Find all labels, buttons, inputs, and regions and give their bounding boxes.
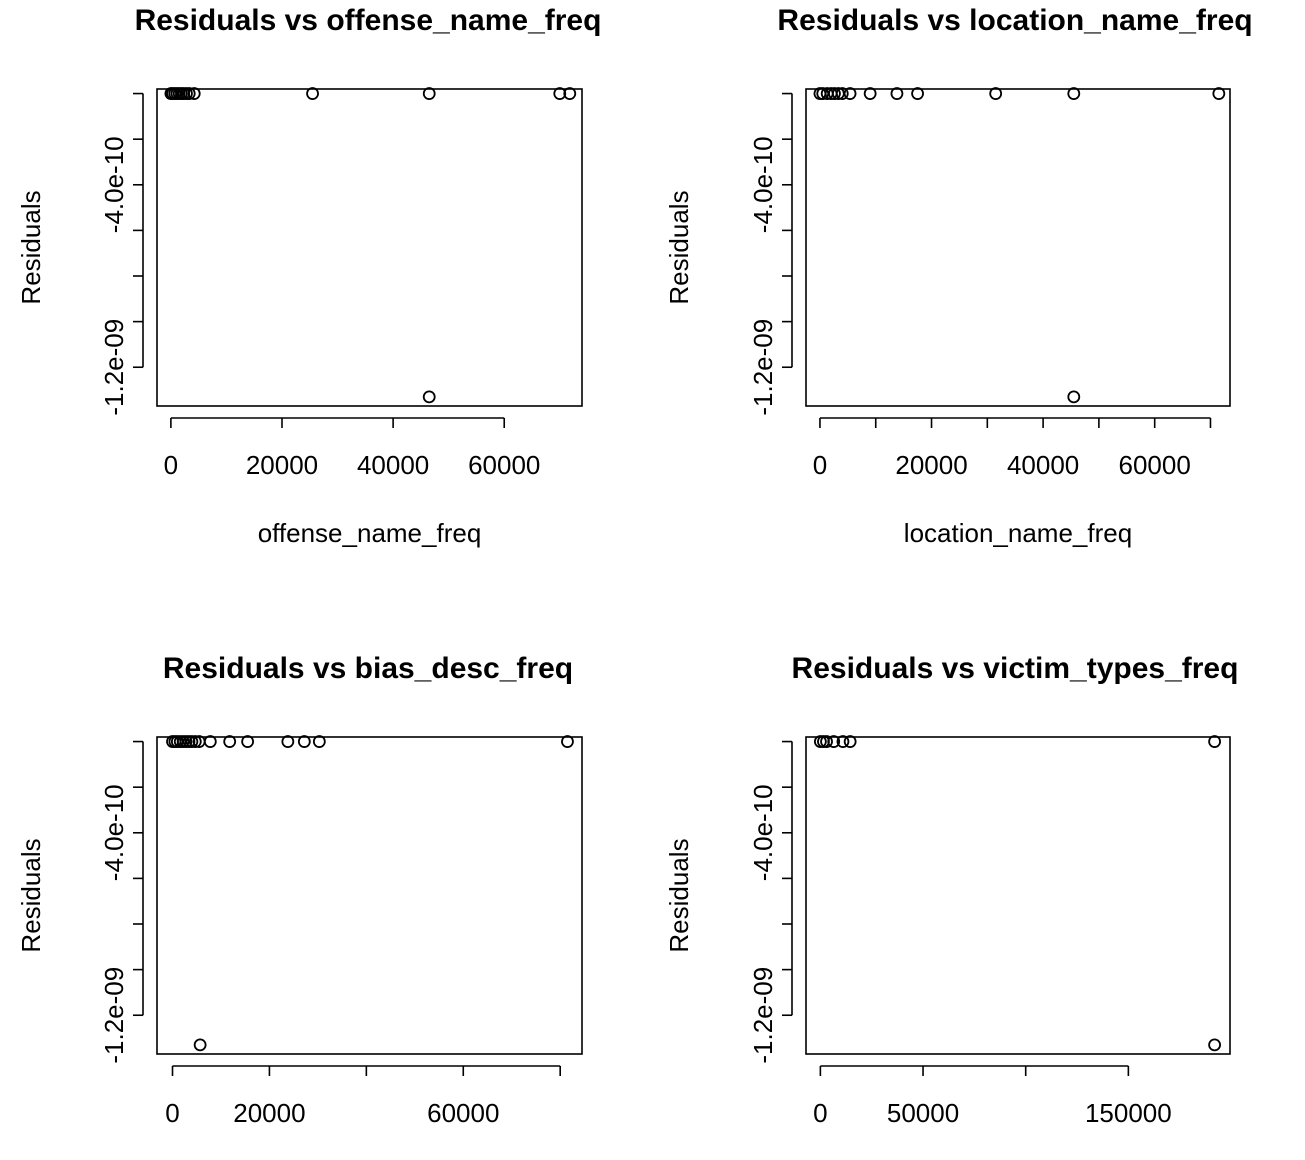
y-axis-label: Residuals [664,838,694,952]
x-tick-label: 50000 [887,1098,959,1128]
x-tick-label: 60000 [468,450,540,480]
y-tick-label: -4.0e-10 [99,136,129,233]
y-tick-label: -1.2e-09 [99,319,129,416]
chart-panel-2: Residuals vs location_name_freq 0 20000 400… [664,4,1253,548]
chart-panel-1: Residuals vs offense_name_freq 0 20000 4000… [16,4,601,548]
data-point [1067,87,1081,100]
data-point [836,735,850,748]
y-axis-label: Residuals [664,190,694,304]
data-point [1067,390,1081,404]
data-point [306,87,319,100]
x-axis-label: offense_name_freq [258,518,482,548]
chart-panel-4: Residuals vs victim_types_freq 0 50000 1500… [664,652,1238,1128]
data-point [828,87,841,100]
data-point [312,735,326,748]
x-tick-label: 20000 [233,1098,305,1128]
x-axis-label: location_name_freq [904,518,1132,548]
plot-frame [805,88,1231,407]
y-tick-label: -4.0e-10 [99,784,129,881]
chart-panel-3: Residuals vs bias_desc_freq 0 20000 60000 -4… [16,652,583,1128]
data-point [187,87,201,100]
data-point [563,87,577,100]
x-tick-label: 0 [813,1098,827,1128]
data-point [843,87,857,100]
data-point [911,87,924,100]
x-tick-label: 0 [164,450,178,480]
x-tick-label: 20000 [895,450,967,480]
data-point [1208,735,1222,748]
plot-frame [156,88,583,407]
y-axis-label: Residuals [16,190,46,304]
data-point [297,735,311,748]
data-point [989,87,1003,100]
x-tick-label: 0 [813,450,827,480]
data-point [553,87,567,100]
data-point [223,735,237,748]
data-point [241,735,255,748]
x-tick-label: 60000 [427,1098,499,1128]
data-point [1212,87,1226,100]
y-tick-label: -4.0e-10 [748,136,778,233]
chart-title: Residuals vs location_name_freq [777,4,1252,37]
chart-title: Residuals vs bias_desc_freq [163,652,573,685]
data-point [185,735,199,748]
y-tick-label: -1.2e-09 [99,967,129,1064]
data-point [422,390,436,404]
plot-frame [156,736,583,1055]
data-point [188,735,202,748]
data-point [835,87,849,100]
plot-frame [805,736,1231,1055]
y-tick-label: -1.2e-09 [748,319,778,416]
y-tick-label: -1.2e-09 [748,967,778,1064]
x-tick-label: 60000 [1119,450,1191,480]
chart-title: Residuals vs offense_name_freq [135,4,602,37]
data-point [843,735,857,748]
data-point [422,87,436,100]
chart-title: Residuals vs victim_types_freq [792,652,1239,685]
data-point [182,87,196,100]
data-point [890,87,904,100]
x-tick-label: 150000 [1085,1098,1172,1128]
x-tick-label: 40000 [1007,450,1079,480]
data-point [1208,1038,1222,1052]
data-point [203,735,217,748]
data-point [193,1038,207,1052]
data-point [281,735,295,748]
x-tick-label: 40000 [357,450,429,480]
x-tick-label: 20000 [246,450,318,480]
data-point [561,735,574,748]
y-axis-label: Residuals [16,838,46,952]
x-tick-label: 0 [165,1098,179,1128]
y-tick-label: -4.0e-10 [748,784,778,881]
data-point [827,735,841,748]
data-point [820,735,833,748]
data-point [863,87,877,100]
